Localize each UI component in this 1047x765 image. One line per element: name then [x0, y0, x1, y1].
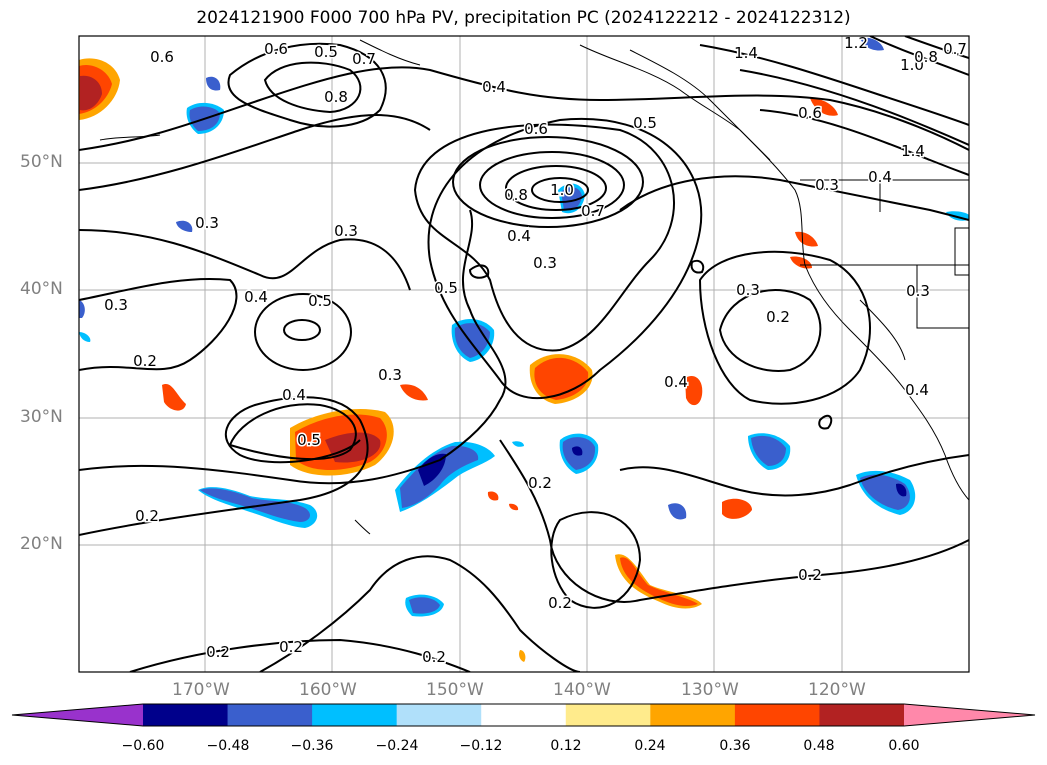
- contour-label: 0.2: [798, 566, 822, 584]
- colorbar-tick: −0.24: [375, 738, 419, 754]
- map-title: 2024121900 F000 700 hPa PV, precipitatio…: [196, 8, 851, 28]
- contour-label: 0.7: [943, 40, 967, 58]
- contour-label: 0.3: [104, 296, 128, 314]
- lat-label-30: 30°N: [20, 407, 63, 427]
- colorbar-outline: [11, 703, 1036, 727]
- precip-shading: [79, 37, 969, 662]
- contour-label: 0.5: [297, 431, 321, 449]
- contour-label: 0.2: [133, 352, 157, 370]
- contour-label: 0.3: [533, 254, 557, 272]
- contour-label: 0.2: [206, 643, 230, 661]
- colorbar-tick: 0.12: [550, 738, 582, 754]
- contour-label: 0.4: [244, 288, 268, 306]
- contour-label: 0.3: [334, 222, 358, 240]
- contour-label: 0.2: [422, 648, 446, 666]
- contour-label: 0.7: [581, 202, 605, 220]
- map-frame: [78, 35, 970, 673]
- colorbar-swatch: [143, 704, 229, 726]
- contour-label: 0.6: [524, 120, 548, 138]
- contour-label: 1.4: [901, 142, 925, 160]
- contour-label: 0.3: [378, 366, 402, 384]
- contour-label: 0.3: [195, 214, 219, 232]
- contour-label: 0.5: [314, 43, 338, 61]
- contour-label: 1.0: [900, 56, 924, 74]
- lon-label-170w: 170°W: [172, 680, 230, 700]
- colorbar-swatch: [396, 704, 482, 726]
- contour-label: 0.4: [282, 386, 306, 404]
- contour-label: 0.3: [815, 176, 839, 194]
- lat-label-40: 40°N: [20, 279, 63, 299]
- lon-label-150w: 150°W: [426, 680, 484, 700]
- colorbar-extend-low: [12, 704, 143, 726]
- contour-label: 0.6: [150, 48, 174, 66]
- colorbar-tick: −0.60: [121, 738, 165, 754]
- colorbar-tick: 0.24: [634, 738, 666, 754]
- colorbar-swatch: [565, 704, 651, 726]
- colorbar-swatch: [819, 704, 905, 726]
- colorbar-swatch: [481, 704, 567, 726]
- contour-label: 0.4: [507, 227, 531, 245]
- contour-label: 1.4: [734, 44, 758, 62]
- colorbar-swatch: [650, 704, 736, 726]
- contour-label: 0.2: [766, 308, 790, 326]
- lon-label-130w: 130°W: [681, 680, 739, 700]
- lon-label-160w: 160°W: [299, 680, 357, 700]
- contour-label: 0.5: [434, 279, 458, 297]
- colorbar-extend-high: [904, 704, 1035, 726]
- contour-label: 0.7: [352, 50, 376, 68]
- contour-label: 0.8: [914, 48, 938, 66]
- colorbar-swatch: [312, 704, 398, 726]
- contour-label: 0.2: [528, 474, 552, 492]
- contour-label: 0.3: [906, 282, 930, 300]
- contour-label: 0.4: [905, 381, 929, 399]
- colorbar-tick: 0.36: [719, 738, 751, 754]
- contour-label: 0.4: [868, 168, 892, 186]
- contour-label: 0.6: [798, 104, 822, 122]
- contour-label: 0.5: [633, 114, 657, 132]
- colorbar-tick: −0.48: [206, 738, 250, 754]
- colorbar-tick: 0.48: [803, 738, 835, 754]
- lat-label-20: 20°N: [20, 534, 63, 554]
- contour-label: 1.0: [550, 181, 574, 199]
- pv-contours: [79, 36, 969, 672]
- colorbar-tick: −0.12: [459, 738, 503, 754]
- colorbar-swatch: [227, 704, 313, 726]
- contour-label: 0.2: [279, 638, 303, 656]
- contour-label: 0.8: [504, 186, 528, 204]
- contour-labels: 0.6 0.6 0.5 0.70.80.41.41.21.00.8 0.70.60.50…: [103, 33, 969, 668]
- contour-label: 0.4: [482, 78, 506, 96]
- lon-label-140w: 140°W: [553, 680, 611, 700]
- lon-label-120w: 120°W: [808, 680, 866, 700]
- colorbar-tick: 0.60: [888, 738, 920, 754]
- colorbar: [11, 703, 1036, 727]
- colorbar-tick: −0.36: [290, 738, 334, 754]
- contour-label: 0.6: [264, 40, 288, 58]
- contour-label: 1.2: [844, 34, 868, 52]
- colorbar-swatch: [734, 704, 820, 726]
- contour-label: 0.3: [736, 281, 760, 299]
- lat-label-50: 50°N: [20, 152, 63, 172]
- contour-label: 0.8: [324, 88, 348, 106]
- contour-label: 0.2: [135, 507, 159, 525]
- contour-label: 0.5: [308, 292, 332, 310]
- contour-label: 0.2: [548, 594, 572, 612]
- contour-label: 0.4: [664, 373, 688, 391]
- coastlines: [99, 39, 969, 535]
